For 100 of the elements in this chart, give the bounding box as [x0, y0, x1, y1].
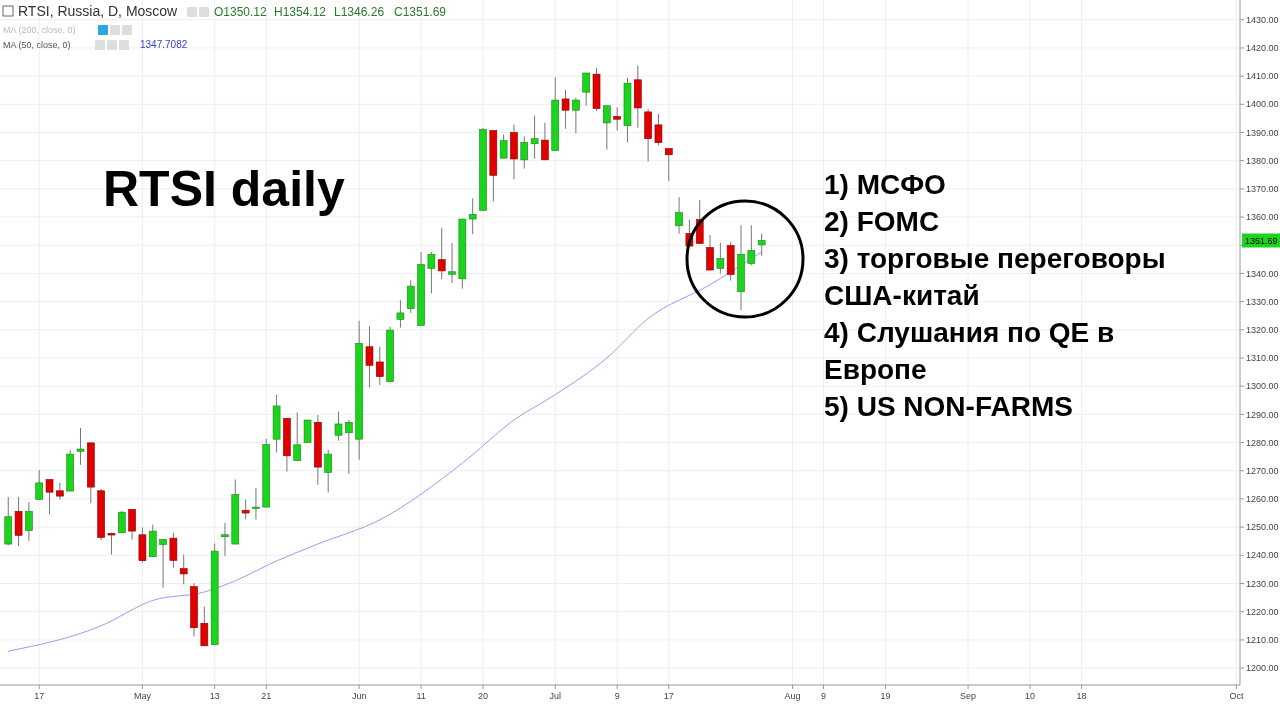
candlestick: [675, 196, 683, 235]
candlestick: [169, 532, 178, 569]
annotation: 1347.7082: [140, 39, 188, 50]
annotation: 1351.69: [1245, 235, 1278, 246]
candlestick: [664, 148, 673, 182]
candlestick: [375, 346, 384, 386]
annotation: L1346.26: [334, 5, 385, 19]
candlestick: [572, 97, 580, 134]
annotation: 4) Слушания по QE в Европе: [824, 317, 1115, 385]
y-tick-label: 1420.00: [1246, 43, 1279, 54]
candlestick: [252, 487, 260, 521]
candlestick: [14, 496, 23, 547]
x-tick-label: Oct: [1229, 691, 1244, 701]
text: RTSI daily: [103, 161, 345, 217]
y-tick-label: 1200.00: [1246, 663, 1279, 674]
candlestick: [45, 479, 54, 515]
y-tick-label: 1210.00: [1246, 635, 1279, 646]
y-tick-label: 1400.00: [1246, 99, 1279, 110]
candlestick: [200, 606, 209, 647]
x-tick-label: 17: [663, 691, 674, 701]
candlestick: [35, 469, 44, 501]
candlestick: [530, 115, 539, 160]
annotation: C1351.69: [394, 5, 447, 19]
y-tick-label: 1290.00: [1246, 409, 1279, 420]
candlestick: [221, 522, 229, 557]
x-tick-label: Aug: [784, 691, 801, 701]
candlestick: [76, 427, 85, 466]
x-tick-label: Jun: [351, 691, 367, 701]
x-tick-label: 17: [34, 691, 45, 701]
y-tick-label: 1230.00: [1246, 578, 1279, 589]
y-tick-label: 1430.00: [1246, 14, 1279, 25]
candlestick: [582, 72, 590, 106]
candlestick: [117, 510, 126, 534]
candlestick: [324, 449, 332, 493]
y-tick-label: 1280.00: [1246, 437, 1279, 448]
y-tick-label: 1380.00: [1246, 155, 1279, 166]
x-tick-label: 21: [261, 691, 272, 701]
candlestick: [468, 197, 477, 235]
y-tick-label: 1390.00: [1246, 127, 1279, 138]
x-tick-label: 9: [821, 691, 827, 701]
x-tick-label: Jul: [549, 691, 561, 701]
candlestick: [179, 553, 188, 585]
candlestick: [303, 419, 312, 444]
y-tick-label: 1410.00: [1246, 71, 1279, 82]
x-tick-label: 18: [1076, 691, 1087, 701]
candlestick: [128, 508, 136, 541]
y-tick-label: 1330.00: [1246, 296, 1279, 307]
candlestick: [747, 224, 756, 266]
candlestick: [499, 133, 508, 159]
y-tick-label: 1300.00: [1246, 381, 1279, 392]
x-tick-label: 10: [1024, 691, 1035, 701]
candlestick: [448, 242, 456, 284]
candlestick: [56, 482, 64, 501]
annotation: H1354.12: [274, 5, 327, 19]
y-tick-label: 1270.00: [1246, 465, 1279, 476]
y-tick-label: 1220.00: [1246, 606, 1279, 617]
y-tick-label: 1250.00: [1246, 522, 1279, 533]
candlestick: [603, 105, 611, 151]
candlestick: [345, 419, 353, 475]
candlestick: [541, 122, 549, 161]
y-tick-label: 1370.00: [1246, 184, 1279, 195]
annotation: 3) торговые переговоры США-китай: [824, 243, 1166, 311]
annotation: MA (200, close, 0): [3, 25, 76, 35]
candlestick: [437, 227, 446, 280]
y-tick-label: 1340.00: [1246, 268, 1279, 279]
x-tick-label: May: [133, 691, 152, 701]
candlestick: [757, 233, 766, 257]
candlestick: [561, 89, 570, 130]
candlestick: [334, 411, 343, 442]
candlestick: [427, 251, 436, 294]
x-tick-label: Sep: [960, 691, 977, 701]
candlestick: [25, 501, 33, 542]
candlestick: [241, 499, 250, 521]
y-tick-label: 1260.00: [1246, 494, 1279, 505]
candlestick: [396, 299, 405, 329]
candlestick: [406, 279, 415, 314]
x-tick-label: 9: [614, 691, 620, 701]
line-series: [7, 251, 763, 652]
candlestick: [365, 325, 374, 388]
y-tick-label: 1320.00: [1246, 324, 1279, 335]
candlestick: [613, 106, 621, 132]
candlestick: [520, 135, 529, 170]
candlestick: [706, 234, 714, 271]
annotation: 2) FOMC: [824, 206, 940, 237]
x-tick-label: 19: [880, 691, 891, 701]
y-tick-label: 1310.00: [1246, 353, 1279, 364]
y-tick-label: 1360.00: [1246, 212, 1279, 223]
text: MA (50, close, 0): [3, 40, 71, 50]
x-tick-label: 20: [477, 691, 488, 701]
candlestick: [293, 411, 302, 462]
candlestick: [716, 242, 725, 274]
x-tick-label: 11: [416, 691, 426, 701]
annotation: 1) МСФО: [824, 169, 946, 200]
annotation: O1350.12: [214, 5, 268, 19]
y-tick-label: 1240.00: [1246, 550, 1279, 561]
candlestick: [654, 113, 663, 146]
annotation: RTSI, Russia, D, Moscow: [18, 3, 179, 19]
x-tick-label: 13: [209, 691, 220, 701]
annotation: 5) US NON-FARMS: [824, 391, 1073, 422]
candlestick: [159, 539, 167, 589]
